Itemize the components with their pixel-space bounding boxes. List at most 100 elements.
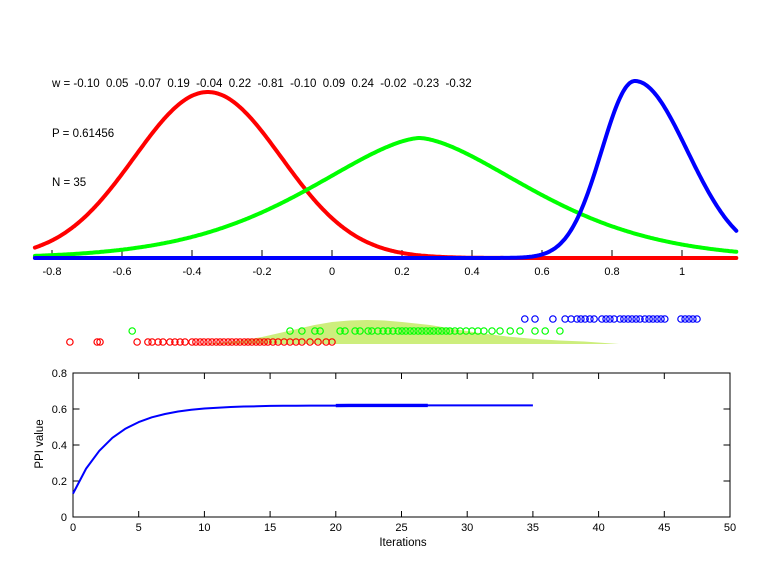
sample-marker bbox=[200, 338, 208, 346]
sample-marker bbox=[154, 338, 162, 346]
sample-marker bbox=[96, 338, 104, 346]
sample-marker bbox=[298, 338, 306, 346]
tick-label: 10 bbox=[198, 522, 210, 534]
sample-marker bbox=[341, 327, 349, 335]
sample-marker bbox=[181, 338, 189, 346]
axes-box bbox=[72, 372, 731, 518]
samples-red-markers bbox=[66, 338, 336, 346]
sample-marker bbox=[581, 315, 589, 323]
n-value-line: N = 35 bbox=[52, 177, 87, 189]
sample-marker bbox=[93, 338, 102, 346]
sample-marker bbox=[171, 338, 179, 346]
sample-marker bbox=[269, 338, 277, 346]
sample-marker bbox=[196, 338, 204, 346]
sample-marker bbox=[216, 338, 224, 346]
sample-marker bbox=[446, 327, 454, 335]
sample-marker bbox=[434, 327, 442, 335]
sample-marker bbox=[573, 315, 581, 323]
sample-marker bbox=[192, 338, 200, 346]
tick-label: 5 bbox=[136, 522, 142, 534]
sample-marker bbox=[645, 315, 653, 323]
p-value-line: P = 0.61456 bbox=[52, 127, 115, 140]
sample-marker bbox=[516, 327, 524, 335]
sample-marker bbox=[606, 315, 614, 323]
sample-marker bbox=[260, 338, 268, 346]
sample-marker bbox=[442, 327, 450, 335]
sample-marker bbox=[316, 327, 324, 335]
sample-marker bbox=[426, 327, 434, 335]
sample-marker bbox=[451, 327, 459, 335]
sample-marker bbox=[531, 315, 539, 323]
sample-marker bbox=[506, 327, 515, 335]
tick-label: -0.8 bbox=[43, 266, 62, 278]
sample-marker bbox=[364, 327, 372, 335]
sample-marker bbox=[66, 338, 74, 346]
sample-marker bbox=[520, 315, 529, 323]
ppi-value-axis-label: PPI value bbox=[34, 419, 46, 469]
sample-marker bbox=[212, 338, 221, 346]
tick-label: 15 bbox=[264, 522, 276, 534]
sample-marker bbox=[298, 327, 306, 335]
annotation-block: w = -0.10 0.05 -0.07 0.19 -0.04 0.22 -0.… bbox=[52, 43, 472, 225]
sample-marker bbox=[402, 327, 410, 335]
sample-marker bbox=[133, 338, 141, 346]
sample-marker bbox=[244, 338, 252, 346]
tick-label: 50 bbox=[724, 522, 736, 534]
sample-marker bbox=[496, 327, 504, 335]
sample-marker bbox=[681, 315, 689, 323]
tick-label: 40 bbox=[592, 522, 604, 534]
sample-marker bbox=[586, 315, 594, 323]
sample-marker bbox=[677, 315, 685, 323]
sample-marker bbox=[228, 338, 236, 346]
sample-marker bbox=[336, 327, 344, 335]
sample-marker bbox=[598, 315, 606, 323]
tick-label: 0 bbox=[61, 512, 67, 524]
sample-marker bbox=[240, 338, 249, 346]
tick-label: 35 bbox=[527, 522, 539, 534]
tick-label: 0.8 bbox=[52, 368, 67, 380]
tick-label: 1 bbox=[679, 266, 685, 278]
w-values-line: w = -0.10 0.05 -0.07 0.19 -0.04 0.22 -0.… bbox=[52, 78, 472, 90]
tick-label: 0 bbox=[329, 266, 335, 278]
tick-label: -0.2 bbox=[253, 266, 272, 278]
tick-label: 0.8 bbox=[604, 266, 619, 278]
sample-marker bbox=[685, 315, 693, 323]
sample-marker bbox=[438, 327, 446, 335]
tick-label: 0.6 bbox=[534, 266, 549, 278]
sample-marker bbox=[418, 327, 426, 335]
sample-marker bbox=[328, 338, 336, 346]
sample-marker bbox=[236, 338, 244, 346]
sample-marker bbox=[590, 315, 598, 323]
sample-marker bbox=[188, 338, 196, 346]
ppi-curve bbox=[72, 404, 533, 495]
component-green-curve bbox=[32, 136, 739, 258]
sample-marker bbox=[286, 327, 294, 335]
sample-marker bbox=[649, 315, 657, 323]
tick-label: 20 bbox=[330, 522, 342, 534]
sample-marker bbox=[306, 338, 314, 346]
sample-rug-panel bbox=[66, 315, 701, 346]
iterations-axis-label: Iterations bbox=[379, 537, 427, 549]
sample-marker bbox=[256, 338, 264, 346]
sample-marker bbox=[394, 327, 403, 335]
sample-marker bbox=[220, 338, 228, 346]
sample-marker bbox=[657, 315, 665, 323]
sample-marker bbox=[384, 327, 392, 335]
sample-marker bbox=[414, 327, 422, 335]
sample-marker bbox=[693, 315, 701, 323]
sample-marker bbox=[224, 338, 232, 346]
tick-label: 0.6 bbox=[52, 404, 67, 416]
sample-marker bbox=[144, 338, 152, 346]
ppi-panel: 0 5 10 15 20 25 30 35 40 45 50 0 0.2 0.4 0.6 0.8 bbox=[52, 368, 736, 534]
sample-marker bbox=[541, 327, 550, 335]
tick-label: 0.2 bbox=[52, 476, 67, 488]
sample-marker bbox=[628, 315, 636, 323]
sample-marker bbox=[208, 338, 216, 346]
sample-marker bbox=[389, 327, 397, 335]
component-blue-curve bbox=[32, 79, 739, 260]
sample-marker bbox=[620, 315, 628, 323]
tick-label: 45 bbox=[658, 522, 670, 534]
sample-marker bbox=[311, 327, 319, 335]
